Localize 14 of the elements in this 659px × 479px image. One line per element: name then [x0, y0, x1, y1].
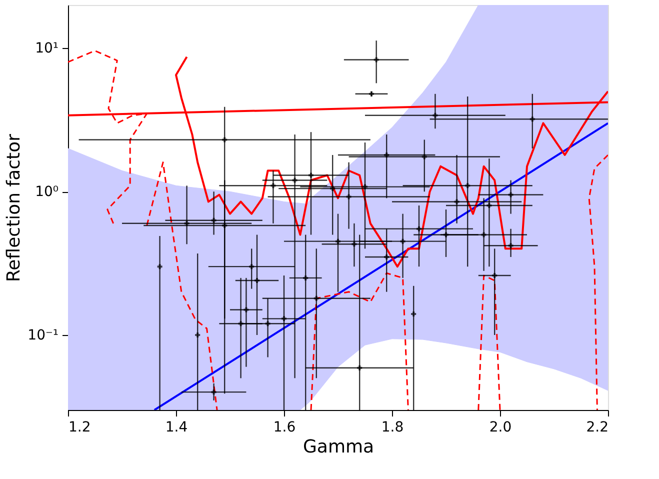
line-series	[310, 272, 409, 410]
x-tick-label: 1.8	[381, 420, 404, 436]
x-tick-label: 1.6	[273, 420, 296, 436]
line-series	[588, 154, 608, 410]
y-tick-label: 10⁻¹	[28, 328, 58, 344]
x-tick-label: 1.2	[68, 420, 91, 436]
x-tick-label: 2.0	[489, 420, 512, 436]
y-tick-label: 10⁰	[35, 184, 59, 200]
line-series	[146, 162, 218, 410]
y-tick-label: 10¹	[35, 40, 58, 57]
x-tick-label: 2.2	[586, 420, 608, 436]
y-axis-title: Reflection factor	[4, 133, 25, 282]
x-tick-label: 1.4	[165, 420, 188, 436]
x-axis-title: Gamma	[302, 436, 374, 458]
